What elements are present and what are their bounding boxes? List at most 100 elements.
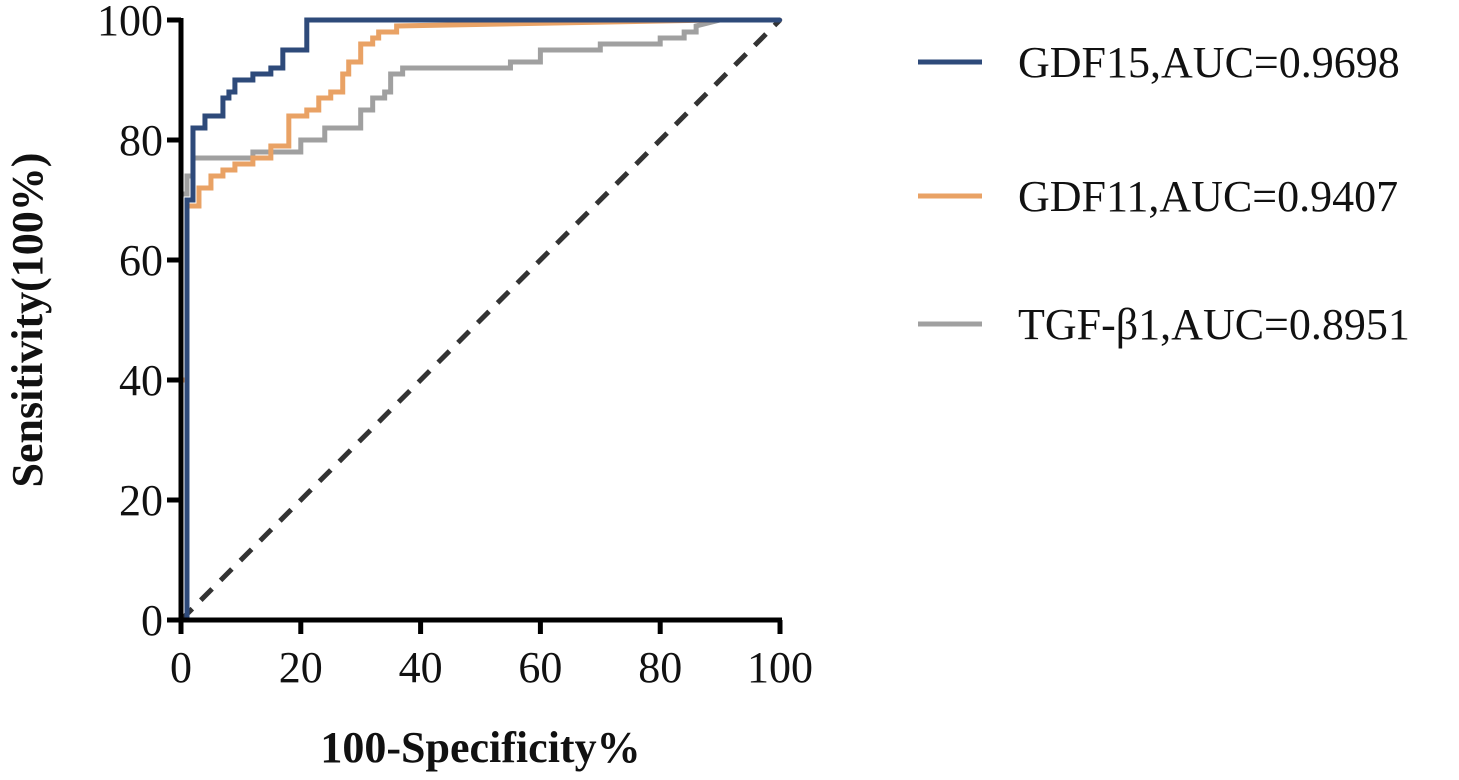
y-tick-label: 0 bbox=[141, 596, 163, 645]
legend-entry-0: GDF15,AUC=0.9698 bbox=[918, 38, 1400, 87]
data-point bbox=[268, 71, 274, 77]
data-point bbox=[250, 71, 256, 77]
data-point bbox=[508, 65, 513, 71]
data-point bbox=[304, 107, 309, 113]
data-point bbox=[370, 35, 375, 41]
legend-marker bbox=[947, 193, 953, 199]
data-point bbox=[280, 65, 286, 71]
data-point bbox=[298, 137, 303, 143]
data-point bbox=[322, 125, 327, 131]
data-point bbox=[208, 173, 214, 179]
x-tick-label: 60 bbox=[518, 643, 562, 692]
data-point bbox=[358, 59, 363, 65]
data-point bbox=[220, 95, 226, 101]
data-point bbox=[394, 23, 399, 29]
data-point bbox=[280, 47, 286, 53]
data-point bbox=[340, 71, 345, 77]
data-point bbox=[184, 209, 190, 215]
data-point bbox=[538, 59, 543, 65]
data-point bbox=[376, 29, 381, 35]
data-point bbox=[340, 89, 345, 95]
data-point bbox=[190, 125, 196, 131]
legend-entry-1: GDF11,AUC=0.9407 bbox=[918, 172, 1398, 221]
data-point bbox=[358, 125, 363, 131]
legend-marker bbox=[947, 321, 953, 327]
data-point bbox=[681, 29, 687, 35]
x-axis-title: 100-Specificity% bbox=[320, 723, 640, 772]
series-layer bbox=[178, 17, 783, 623]
data-point bbox=[388, 71, 393, 77]
data-point bbox=[376, 35, 381, 41]
data-point bbox=[184, 395, 190, 401]
data-point bbox=[658, 41, 663, 47]
data-point bbox=[184, 197, 190, 203]
data-point bbox=[220, 167, 226, 173]
legend-label: GDF11,AUC=0.9407 bbox=[1018, 172, 1398, 221]
data-point bbox=[382, 95, 387, 101]
data-point bbox=[184, 173, 190, 179]
data-point bbox=[232, 161, 238, 167]
data-point bbox=[226, 89, 232, 95]
legend-label: TGF-β1,AUC=0.8951 bbox=[1018, 300, 1410, 349]
data-point bbox=[304, 47, 309, 53]
data-point bbox=[220, 113, 226, 119]
reference-diagonal-line bbox=[179, 18, 782, 622]
data-point bbox=[370, 107, 375, 113]
data-point bbox=[232, 89, 238, 95]
y-tick-label: 80 bbox=[119, 116, 163, 165]
x-tick-label: 80 bbox=[638, 643, 682, 692]
x-tick-label: 20 bbox=[279, 643, 323, 692]
data-point bbox=[316, 107, 321, 113]
data-point bbox=[220, 173, 226, 179]
data-point bbox=[268, 65, 274, 71]
x-tick-label: 0 bbox=[170, 643, 192, 692]
data-point bbox=[328, 95, 333, 101]
data-point bbox=[316, 95, 321, 101]
y-tick-label: 60 bbox=[119, 236, 163, 285]
data-point bbox=[693, 29, 699, 35]
data-point bbox=[250, 161, 256, 167]
data-point bbox=[196, 203, 202, 209]
data-point bbox=[268, 155, 274, 161]
data-point bbox=[400, 71, 405, 77]
data-point bbox=[250, 77, 256, 83]
legend-entry-2: TGF-β1,AUC=0.8951 bbox=[918, 300, 1410, 349]
data-point bbox=[328, 89, 333, 95]
data-point bbox=[346, 71, 351, 77]
data-point bbox=[232, 167, 238, 173]
data-point bbox=[382, 89, 387, 95]
data-point bbox=[394, 29, 399, 35]
y-tick-label: 40 bbox=[119, 356, 163, 405]
data-point bbox=[304, 113, 309, 119]
data-point bbox=[370, 41, 375, 47]
data-point bbox=[304, 17, 309, 23]
data-point bbox=[538, 47, 543, 53]
legend: GDF15,AUC=0.9698 GDF11,AUC=0.9407 TGF-β1,A… bbox=[918, 38, 1410, 349]
x-tick-label: 40 bbox=[399, 643, 443, 692]
data-point bbox=[693, 23, 699, 29]
data-point bbox=[202, 113, 208, 119]
series-line-2 bbox=[178, 17, 780, 620]
data-point bbox=[208, 185, 214, 191]
legend-label: GDF15,AUC=0.9698 bbox=[1018, 38, 1400, 87]
x-tick-label: 100 bbox=[747, 643, 813, 692]
data-point bbox=[658, 35, 663, 41]
data-point bbox=[777, 17, 783, 23]
data-point bbox=[346, 59, 351, 65]
data-point bbox=[322, 137, 327, 143]
data-point bbox=[250, 155, 256, 161]
data-point bbox=[250, 149, 256, 155]
y-axis-title: Sensitivity(100%) bbox=[3, 153, 52, 488]
data-point bbox=[202, 125, 208, 131]
data-point bbox=[196, 185, 202, 191]
data-point bbox=[190, 197, 196, 203]
data-point bbox=[286, 143, 292, 149]
data-point bbox=[388, 89, 393, 95]
data-point bbox=[681, 35, 687, 41]
data-point bbox=[298, 149, 303, 155]
y-tick-label: 100 bbox=[97, 0, 163, 45]
y-tick-label: 20 bbox=[119, 476, 163, 525]
data-point bbox=[358, 107, 363, 113]
data-point bbox=[286, 113, 292, 119]
